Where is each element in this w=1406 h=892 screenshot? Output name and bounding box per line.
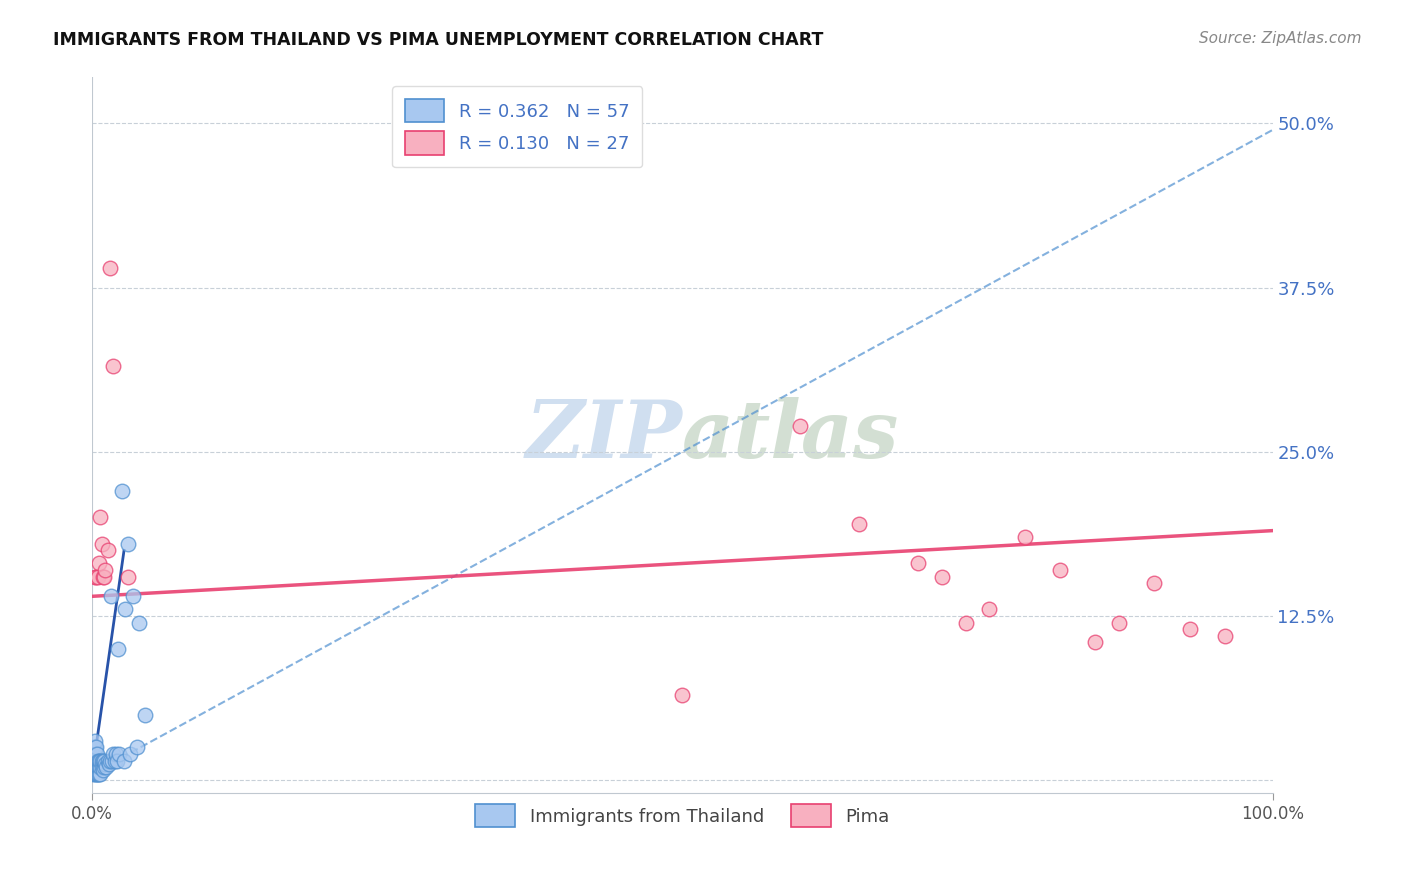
Point (93, 569, 115, 583)
Point (82, 760, 104, 774)
Point (93, 754, 115, 768)
Point (89, 510, 111, 524)
Point (89, 754, 111, 768)
Point (83, 569, 105, 583)
Point (83, 747, 105, 761)
Point (117, 537, 139, 551)
Point (82, 766, 104, 780)
Point (84, 569, 107, 583)
Point (112, 754, 135, 768)
Point (96, 760, 118, 774)
Point (98, 754, 121, 768)
Point (1084, 635, 1107, 649)
Point (86, 754, 108, 768)
Text: Source: ZipAtlas.com: Source: ZipAtlas.com (1198, 31, 1361, 46)
Point (105, 754, 128, 768)
Point (91, 569, 114, 583)
Point (97, 757, 120, 772)
Point (117, 569, 139, 583)
Point (100, 590, 122, 604)
Point (87, 754, 110, 768)
Point (96, 754, 118, 768)
Point (90, 754, 112, 768)
Point (84, 740, 107, 755)
Point (91, 763, 114, 777)
Point (108, 747, 131, 761)
Point (128, 615, 150, 630)
Point (86, 760, 108, 774)
Point (979, 602, 1001, 616)
Point (89, 766, 111, 780)
Point (87, 760, 110, 774)
Point (125, 740, 148, 755)
Point (89, 766, 111, 780)
Point (89, 557, 111, 571)
Point (91, 754, 114, 768)
Point (107, 641, 129, 656)
Point (114, 602, 136, 616)
Point (89, 760, 111, 774)
Point (93, 760, 115, 774)
Point (90, 537, 112, 551)
Legend: Immigrants from Thailand, Pima: Immigrants from Thailand, Pima (468, 797, 897, 834)
Point (104, 747, 127, 761)
Point (83, 740, 105, 755)
Point (955, 615, 977, 630)
Point (103, 359, 125, 374)
Point (84, 760, 107, 774)
Point (82, 754, 104, 768)
Point (104, 754, 127, 768)
Point (84, 766, 107, 780)
Point (134, 707, 156, 722)
Point (84, 747, 107, 761)
Point (931, 569, 953, 583)
Point (87, 766, 110, 780)
Text: IMMIGRANTS FROM THAILAND VS PIMA UNEMPLOYMENT CORRELATION CHART: IMMIGRANTS FROM THAILAND VS PIMA UNEMPLO… (53, 31, 824, 49)
Point (118, 747, 141, 761)
Point (122, 590, 145, 604)
Text: ZIP: ZIP (526, 397, 682, 475)
Point (82, 740, 104, 755)
Point (1213, 629, 1236, 643)
Text: atlas: atlas (682, 397, 900, 475)
Point (87, 569, 110, 583)
Point (83, 754, 105, 768)
Point (89, 754, 111, 768)
Point (90, 760, 112, 774)
Point (86, 766, 108, 780)
Point (1178, 622, 1201, 636)
Point (84, 754, 107, 768)
Point (1108, 615, 1130, 630)
Point (1143, 576, 1166, 591)
Point (94, 757, 117, 772)
Point (1049, 563, 1071, 577)
Point (83, 760, 105, 774)
Point (96, 543, 118, 558)
Point (83, 766, 105, 780)
Point (83, 733, 105, 747)
Point (98, 260, 121, 275)
Point (789, 418, 811, 433)
Point (671, 688, 693, 702)
Point (82, 747, 104, 761)
Point (101, 754, 124, 768)
Point (111, 484, 134, 499)
Point (86, 747, 108, 761)
Point (907, 557, 929, 571)
Point (1014, 530, 1036, 544)
Point (848, 517, 870, 532)
Point (94, 563, 117, 577)
Point (89, 760, 111, 774)
Point (103, 747, 125, 761)
